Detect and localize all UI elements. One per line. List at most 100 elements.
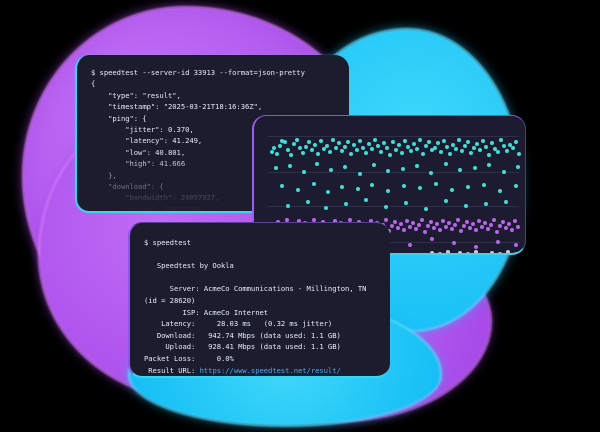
chart-dot-download [430,148,434,152]
chart-dot-download [442,139,446,143]
chart-dot-download [385,146,389,150]
chart-dot-download [310,148,314,152]
chart-dot-download [400,151,404,155]
chart-dot-upload [435,222,439,226]
chart-dot-download [373,138,377,142]
chart-dot-download [434,182,438,186]
chart-dot-upload [402,228,406,232]
chart-dot-download [499,138,503,142]
chart-dot-upload [516,225,520,229]
chart-gridline [268,172,519,173]
chart-dot-download [301,151,305,155]
chart-dot-upload [498,224,502,228]
chart-dot-download [496,150,500,154]
terminal-window-results[interactable]: $ speedtest Speedtest by Ookla Server: A… [128,222,390,378]
chart-dot-download [295,138,299,142]
chart-dot-upload [399,222,403,226]
chart-dot-upload [513,219,517,223]
chart-dot-download [514,140,518,144]
chart-dot-download [298,146,302,150]
chart-dot-packet-loss [502,254,506,255]
chart-dot-upload [429,220,433,224]
chart-dot-upload [333,219,337,223]
chart-dot-upload [285,218,289,222]
chart-dot-upload [489,223,493,227]
chart-dot-upload [405,219,409,223]
chart-dot-download [516,165,520,169]
chart-dot-upload [462,224,466,228]
chart-dot-upload [423,230,427,234]
chart-dot-download [372,163,376,167]
chart-dot-upload [492,218,496,222]
chart-dot-packet-loss [490,251,494,253]
chart-dot-download [472,146,476,150]
chart-dot-download [386,189,390,193]
chart-dot-upload [504,226,508,230]
chart-dot-download [517,152,521,156]
chart-dot-upload [514,243,518,247]
chart-dot-download [487,163,491,167]
chart-dot-download [460,149,464,153]
chart-dot-upload [430,237,434,241]
chart-dot-upload [384,218,388,222]
chart-dot-download [508,143,512,147]
chart-dot-download [427,140,431,144]
chart-dot-upload [438,228,442,232]
chart-dot-download [334,146,338,150]
chart-dot-packet-loss [482,253,486,255]
chart-dot-download [424,144,428,148]
chart-dot-upload [456,218,460,222]
chart-dot-download [340,185,344,189]
chart-dot-upload [452,241,456,245]
result-url-line2[interactable]: c/2d74ee56-a79b-4469-ba21-0cecc92c8bcb [144,377,307,378]
chart-dot-packet-loss [438,252,442,253]
chart-dot-upload [411,221,415,225]
chart-dot-download [370,183,374,187]
chart-dot-upload [297,219,301,223]
latency-dot-plot [268,126,521,253]
chart-dot-upload [444,225,448,229]
chart-dot-upload [468,226,472,230]
chart-dot-download [406,145,410,149]
chart-dot-upload [396,226,400,230]
chart-dot-download [418,186,422,190]
chart-dot-upload [477,219,481,223]
chart-dot-download [448,152,452,156]
chart-dot-upload [501,220,505,224]
chart-dot-download [454,147,458,151]
chart-dot-upload [312,218,316,222]
chart-dot-download [337,141,341,145]
chart-dot-upload [465,220,469,224]
chart-dot-download [469,151,473,155]
chart-dot-download [418,138,422,142]
chart-dot-download [504,200,508,204]
chart-dot-download [274,166,278,170]
chart-dot-download [322,147,326,151]
chart-dot-upload [420,218,424,222]
chart-dot-upload [483,221,487,225]
chart-dot-download [444,162,448,166]
chart-dot-download [457,138,461,142]
chart-dot-upload [495,230,499,234]
chart-dot-download [315,162,319,166]
chart-dot-upload [453,223,457,227]
chart-dot-download [444,199,448,203]
chart-dot-download [361,146,365,150]
chart-dot-packet-loss [454,253,458,255]
chart-dot-upload [414,227,418,231]
chart-dot-download [397,143,401,147]
chart-dot-download [312,182,316,186]
chart-dot-download [403,139,407,143]
chart-dot-download [364,151,368,155]
chart-dot-download [484,145,488,149]
chart-dot-upload [496,240,500,244]
chart-dot-download [331,138,335,142]
result-url-line1[interactable]: https://www.speedtest.net/result/ [199,365,341,375]
chart-dot-packet-loss [498,252,502,253]
chart-dot-download [388,153,392,157]
chart-dot-download [384,205,388,209]
chart-dot-download [289,153,293,157]
chart-dot-upload [450,227,454,231]
chart-dot-download [292,142,296,146]
chart-dot-upload [480,225,484,229]
